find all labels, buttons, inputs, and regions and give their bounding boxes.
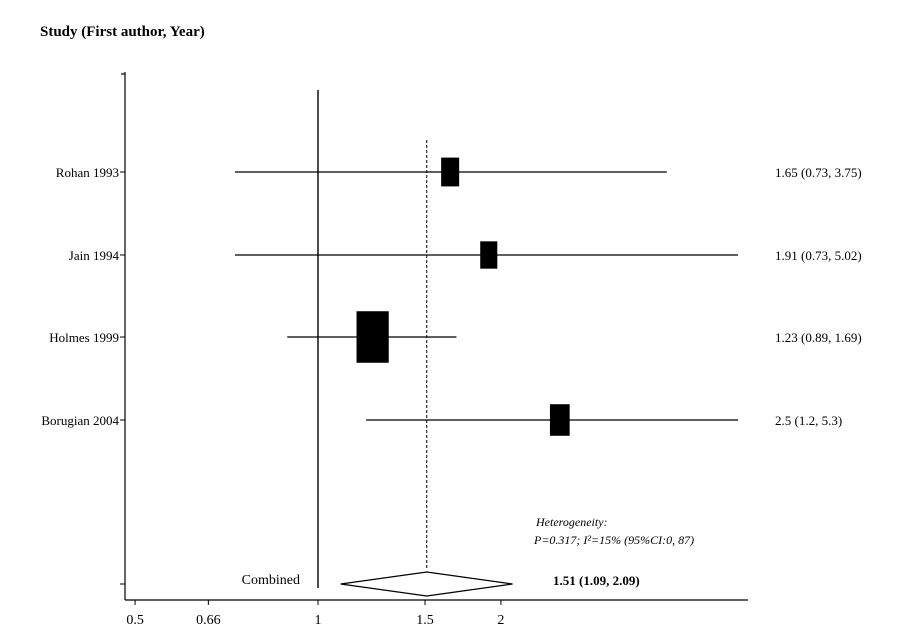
point-estimate-box <box>549 404 570 436</box>
point-estimate-box <box>480 241 498 269</box>
combined-label: Combined <box>242 573 300 588</box>
study-name: Jain 1994 <box>69 248 120 263</box>
study-row: Rohan 1993 1.65 (0.73, 3.75) <box>56 157 862 187</box>
study-name: Rohan 1993 <box>56 165 119 180</box>
study-row: Holmes 1999 1.23 (0.89, 1.69) <box>49 311 862 363</box>
combined-diamond <box>340 571 513 597</box>
x-axis: 0.5 0.66 1 1.5 2 <box>126 600 504 628</box>
study-estimate-label: 1.91 (0.73, 5.02) <box>775 248 862 263</box>
x-tick-label: 0.66 <box>196 613 221 628</box>
study-estimate-label: 1.23 (0.89, 1.69) <box>775 330 862 345</box>
x-tick-label: 2 <box>497 613 504 628</box>
heterogeneity-stats: P=0.317; I²=15% (95%CI:0, 87) <box>533 533 694 547</box>
combined-row: Combined 1.51 (1.09, 2.09) <box>120 571 640 597</box>
study-rows: Rohan 1993 1.65 (0.73, 3.75) Jain 1994 1.91… <box>41 157 862 436</box>
heterogeneity-note: Heterogeneity: P=0.317; I²=15% (95%CI:0,… <box>533 515 694 547</box>
point-estimate-box <box>441 157 460 187</box>
heterogeneity-title: Heterogeneity: <box>535 515 608 529</box>
study-estimate-label: 2.5 (1.2, 5.3) <box>775 413 842 428</box>
plot-frame <box>121 72 748 601</box>
study-row: Jain 1994 1.91 (0.73, 5.02) <box>69 241 862 269</box>
study-name: Borugian 2004 <box>41 413 119 428</box>
x-tick-label: 1 <box>315 613 322 628</box>
chart-title: Study (First author, Year) <box>40 24 205 40</box>
x-tick-label: 0.5 <box>126 613 144 628</box>
x-tick-label: 1.5 <box>416 613 434 628</box>
point-estimate-box <box>356 311 389 363</box>
combined-estimate-label: 1.51 (1.09, 2.09) <box>553 573 640 588</box>
study-row: Borugian 2004 2.5 (1.2, 5.3) <box>41 404 842 436</box>
study-estimate-label: 1.65 (0.73, 3.75) <box>775 165 862 180</box>
study-name: Holmes 1999 <box>49 330 119 345</box>
